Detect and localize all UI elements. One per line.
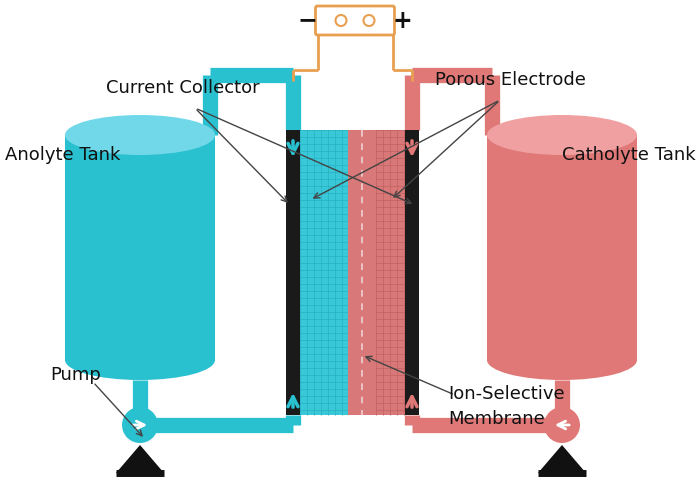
Polygon shape — [116, 445, 164, 473]
Ellipse shape — [65, 115, 215, 155]
Polygon shape — [487, 135, 637, 360]
Circle shape — [363, 15, 374, 26]
FancyBboxPatch shape — [316, 6, 395, 35]
Ellipse shape — [487, 340, 637, 380]
Bar — [300, 130, 348, 415]
Text: Pump: Pump — [50, 366, 101, 384]
Text: Current Collector: Current Collector — [106, 79, 260, 97]
Polygon shape — [538, 445, 586, 473]
Bar — [286, 130, 300, 415]
Text: Catholyte Tank: Catholyte Tank — [562, 146, 696, 164]
Bar — [405, 130, 419, 415]
Circle shape — [122, 407, 158, 443]
Bar — [348, 130, 376, 415]
Text: +: + — [393, 8, 412, 32]
Circle shape — [335, 15, 346, 26]
Ellipse shape — [487, 115, 637, 155]
Ellipse shape — [65, 340, 215, 380]
Polygon shape — [65, 135, 215, 360]
Circle shape — [544, 407, 580, 443]
Bar — [376, 130, 405, 415]
Text: Ion-Selective
Membrane: Ion-Selective Membrane — [448, 385, 565, 428]
Text: −: − — [298, 8, 317, 32]
Text: Porous Electrode: Porous Electrode — [435, 71, 585, 89]
Text: Anolyte Tank: Anolyte Tank — [5, 146, 120, 164]
